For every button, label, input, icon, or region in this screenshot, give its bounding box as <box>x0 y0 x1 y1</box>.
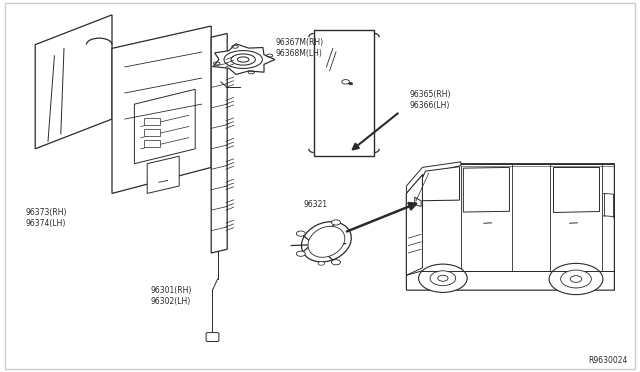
Circle shape <box>349 83 353 85</box>
Ellipse shape <box>301 222 351 262</box>
Circle shape <box>419 264 467 292</box>
Text: 96321: 96321 <box>304 200 328 209</box>
Circle shape <box>561 270 591 288</box>
FancyBboxPatch shape <box>407 221 421 233</box>
Ellipse shape <box>308 226 345 257</box>
Bar <box>144 118 160 125</box>
Text: R9630024: R9630024 <box>588 356 627 365</box>
Polygon shape <box>134 89 195 164</box>
Circle shape <box>570 276 582 282</box>
Text: 96365(RH)
96366(LH): 96365(RH) 96366(LH) <box>410 90 451 110</box>
Polygon shape <box>406 162 461 193</box>
Polygon shape <box>415 197 421 206</box>
Polygon shape <box>112 26 211 193</box>
Circle shape <box>430 271 456 286</box>
Polygon shape <box>406 164 614 290</box>
Circle shape <box>332 220 340 225</box>
Circle shape <box>296 251 305 256</box>
Polygon shape <box>406 175 422 275</box>
FancyBboxPatch shape <box>206 333 219 341</box>
Circle shape <box>549 263 603 295</box>
Polygon shape <box>314 30 374 156</box>
Bar <box>144 140 160 147</box>
Polygon shape <box>213 44 275 74</box>
Circle shape <box>318 262 324 265</box>
Circle shape <box>438 275 448 281</box>
Polygon shape <box>463 167 509 212</box>
Text: 96367M(RH)
96368M(LH): 96367M(RH) 96368M(LH) <box>275 38 323 58</box>
Circle shape <box>342 80 349 84</box>
Polygon shape <box>553 167 599 212</box>
Polygon shape <box>412 167 460 201</box>
Text: 96301(RH)
96302(LH): 96301(RH) 96302(LH) <box>150 286 192 306</box>
Polygon shape <box>211 33 227 253</box>
Bar <box>144 129 160 136</box>
Polygon shape <box>35 15 112 149</box>
Circle shape <box>332 260 340 265</box>
Circle shape <box>296 231 305 236</box>
Text: 96373(RH)
96374(LH): 96373(RH) 96374(LH) <box>26 208 67 228</box>
Polygon shape <box>147 156 179 193</box>
